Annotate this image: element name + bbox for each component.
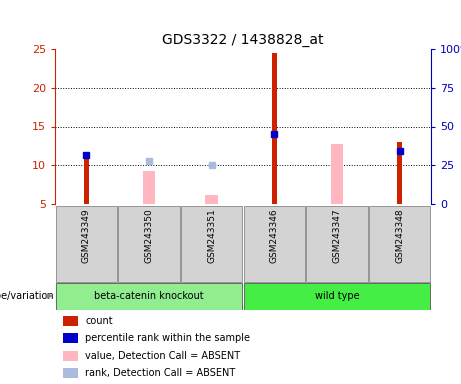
Bar [63,351,77,361]
Bar [243,205,305,282]
Text: beta-catenin knockout: beta-catenin knockout [94,291,204,301]
Bar [331,144,343,204]
Text: percentile rank within the sample: percentile rank within the sample [85,333,250,343]
Bar [56,205,117,282]
Text: GSM243348: GSM243348 [395,209,404,263]
Text: genotype/variation: genotype/variation [0,291,54,301]
Bar [306,205,368,282]
Text: value, Detection Call = ABSENT: value, Detection Call = ABSENT [85,351,240,361]
Title: GDS3322 / 1438828_at: GDS3322 / 1438828_at [162,33,324,46]
Bar [397,142,402,204]
Text: rank, Detection Call = ABSENT: rank, Detection Call = ABSENT [85,368,235,378]
Bar [369,205,431,282]
Text: GSM243347: GSM243347 [332,209,342,263]
Bar [243,283,431,310]
Text: GSM243349: GSM243349 [82,209,91,263]
Bar [206,195,218,204]
Bar [143,170,155,204]
Text: GSM243346: GSM243346 [270,209,279,263]
Text: GSM243351: GSM243351 [207,209,216,263]
Text: GSM243350: GSM243350 [144,209,154,263]
Text: count: count [85,316,112,326]
Bar [63,368,77,378]
Bar [83,154,89,204]
Bar [272,53,277,204]
Bar [118,205,180,282]
Bar [63,333,77,343]
Bar [63,316,77,326]
Text: wild type: wild type [315,291,359,301]
Bar [181,205,242,282]
Bar [56,283,242,310]
